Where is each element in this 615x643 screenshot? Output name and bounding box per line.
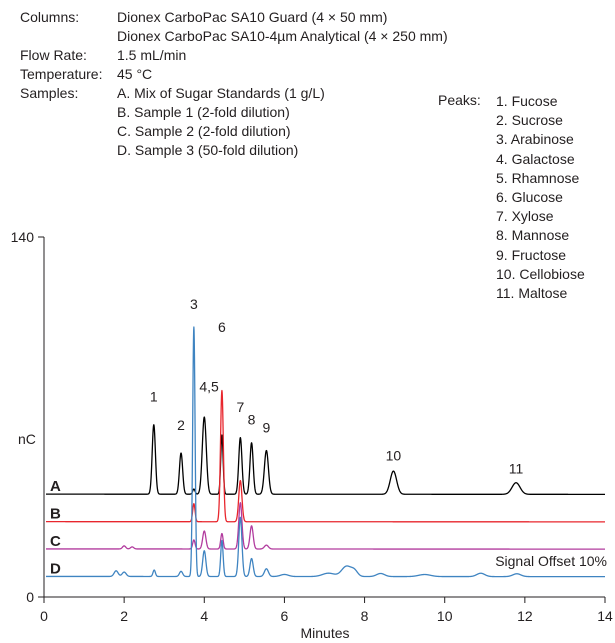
trace-label-a: A — [50, 478, 61, 495]
x-tick-label: 8 — [361, 608, 369, 624]
x-tick-label: 2 — [120, 608, 128, 624]
signal-offset-annotation: Signal Offset 10% — [495, 553, 607, 569]
peak-list-item: 6. Glucose — [496, 189, 563, 206]
peak-list-item: 8. Mannose — [496, 227, 570, 244]
info-value: 45 °C — [117, 66, 153, 82]
x-tick-label: 4 — [200, 608, 208, 624]
peak-label: 4,5 — [199, 378, 219, 394]
peak-label: 10 — [386, 448, 402, 464]
trace-c — [45, 502, 606, 550]
info-value: Dionex CarboPac SA10 Guard (4 × 50 mm) — [117, 9, 388, 25]
info-value: C. Sample 2 (2-fold dilution) — [117, 123, 291, 139]
info-label: Flow Rate: — [20, 47, 87, 63]
trace-b — [45, 389, 606, 523]
peak-list-item: 7. Xylose — [496, 208, 554, 225]
info-label: Columns: — [20, 9, 80, 25]
info-value: B. Sample 1 (2-fold dilution) — [117, 104, 290, 120]
x-axis-label: Minutes — [300, 625, 349, 641]
peaks-label: Peaks: — [438, 92, 481, 108]
info-value: D. Sample 3 (50-fold dilution) — [117, 142, 299, 158]
peak-label: 7 — [236, 399, 244, 415]
info-value: A. Mix of Sugar Standards (1 g/L) — [117, 85, 325, 101]
method-info: Columns: Dionex CarboPac SA10 Guard (4 × … — [20, 8, 615, 188]
x-tick-label: 0 — [40, 608, 48, 624]
trace-label-c: C — [50, 533, 61, 550]
peak-label: 2 — [177, 417, 185, 433]
trace-label-b: B — [50, 506, 61, 523]
y-tick-label: 0 — [26, 589, 34, 605]
y-tick-label: 140 — [11, 229, 35, 245]
peak-list-item: 10. Cellobiose — [496, 265, 585, 282]
trace-a — [45, 416, 606, 495]
info-label: Temperature: — [20, 66, 103, 82]
y-axis-label: nC — [18, 431, 36, 447]
peak-list-item: 9. Fructose — [496, 246, 567, 263]
peak-list-item: 3. Arabinose — [496, 131, 574, 148]
peak-list-item: 1. Fucose — [496, 93, 558, 109]
x-tick-label: 14 — [597, 608, 613, 624]
x-tick-label: 12 — [517, 608, 533, 624]
peak-label: 3 — [190, 296, 198, 312]
peak-label: 8 — [248, 412, 256, 428]
peak-list-item: 11. Maltose — [496, 285, 568, 302]
info-value: 1.5 mL/min — [117, 47, 187, 63]
peaks-list: 1. Fucose 2. Sucrose 3. Arabinose 4. Galact… — [496, 92, 585, 303]
peak-label: 9 — [262, 419, 270, 435]
trace-d — [45, 326, 606, 578]
peak-list-item: 5. Rhamnose — [496, 169, 580, 186]
peak-label: 1 — [150, 389, 158, 405]
x-tick-label: 10 — [437, 608, 453, 624]
peak-list-item: 2. Sucrose — [496, 112, 563, 129]
peak-label: 6 — [218, 319, 226, 335]
trace-label-d: D — [50, 560, 61, 577]
peak-list-item: 4. Galactose — [496, 150, 575, 167]
info-label: Samples: — [20, 85, 79, 101]
peak-label: 11 — [509, 461, 524, 477]
info-value: Dionex CarboPac SA10-4µm Analytical (4 ×… — [117, 28, 448, 44]
x-tick-label: 6 — [281, 608, 289, 624]
